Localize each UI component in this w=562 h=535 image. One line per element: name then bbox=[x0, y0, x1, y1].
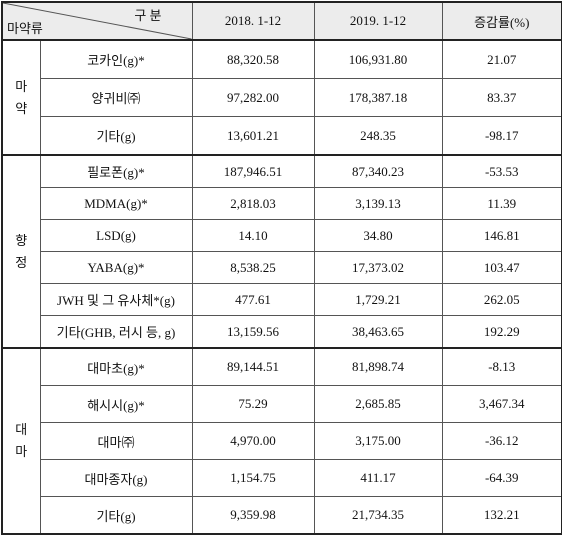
item: 대마종자(g) bbox=[39, 459, 193, 497]
value-2018: 4,970.00 bbox=[191, 422, 315, 460]
value-2019: 34.80 bbox=[313, 219, 443, 252]
group-label: 대마 bbox=[15, 422, 28, 459]
change-rate: 83.37 bbox=[441, 78, 562, 117]
change-rate: 192.29 bbox=[441, 315, 562, 349]
diagonal bbox=[3, 3, 192, 39]
column-header: 2018. 1-12 bbox=[191, 1, 315, 41]
change-rate: 3,467.34 bbox=[441, 385, 562, 423]
table-row: 마약 코카인(g)* 88,320.58 106,931.80 21.07 bbox=[1, 39, 562, 156]
table-row: 대마종자(g) 1,154.75 411.17 -64.39 bbox=[2, 459, 562, 497]
change-rate: -98.17 bbox=[441, 116, 562, 156]
corner-cell: 구 분 마약류 bbox=[1, 1, 193, 41]
value-2019: 411.17 bbox=[313, 459, 443, 497]
value-2019: 248.35 bbox=[313, 116, 443, 156]
value-2018: 8,538.25 bbox=[191, 251, 315, 284]
value-2018: 13,601.21 bbox=[191, 116, 315, 156]
change-rate: -53.53 bbox=[441, 154, 562, 188]
item: 코카인(g)* bbox=[39, 39, 193, 79]
table-row: 양귀비㈜ 97,282.00 178,387.18 83.37 bbox=[2, 78, 562, 117]
change-rate: -8.13 bbox=[441, 347, 562, 386]
item: 기타(g) bbox=[39, 496, 193, 535]
item: LSD(g) bbox=[39, 219, 193, 252]
table-row: 향정 필로폰(g)* 187,946.51 87,340.23 -53.53 bbox=[1, 154, 562, 349]
column-header: 증감률(%) bbox=[441, 1, 562, 41]
value-2019: 17,373.02 bbox=[313, 251, 443, 284]
table-row: 대마㈜ 4,970.00 3,175.00 -36.12 bbox=[2, 422, 562, 460]
value-2018: 14.10 bbox=[191, 219, 315, 252]
value-2019: 106,931.80 bbox=[313, 39, 443, 79]
item: JWH 및 그 유사체*(g) bbox=[39, 283, 193, 316]
group-cell: 마약 bbox=[1, 39, 41, 156]
change-rate: 132.21 bbox=[441, 496, 562, 535]
value-2018: 89,144.51 bbox=[191, 347, 315, 386]
item: 해시시(g)* bbox=[39, 385, 193, 423]
table-row: 기타(g) 9,359.98 21,734.35 132.21 bbox=[2, 496, 562, 535]
table-body: 마약 코카인(g)* 88,320.58 106,931.80 21.07 양귀비㈜ 97,… bbox=[1, 39, 562, 535]
item: 필로폰(g)* bbox=[39, 154, 193, 188]
value-2018: 9,359.98 bbox=[191, 496, 315, 535]
table-row: LSD(g) 14.10 34.80 146.81 bbox=[2, 219, 562, 252]
column-header: 2019. 1-12 bbox=[313, 1, 443, 41]
value-2018: 88,320.58 bbox=[191, 39, 315, 79]
value-2018: 2,818.03 bbox=[191, 187, 315, 220]
change-rate: 262.05 bbox=[441, 283, 562, 316]
table-row: JWH 및 그 유사체*(g) 477.61 1,729.21 262.05 bbox=[2, 283, 562, 316]
corner-bottom: 마약류 bbox=[7, 21, 43, 36]
value-2018: 75.29 bbox=[191, 385, 315, 423]
change-rate: 21.07 bbox=[441, 39, 562, 79]
value-2018: 97,282.00 bbox=[191, 78, 315, 117]
group-cell: 대마 bbox=[1, 347, 41, 535]
table-row: MDMA(g)* 2,818.03 3,139.13 11.39 bbox=[2, 187, 562, 220]
value-2019: 3,175.00 bbox=[313, 422, 443, 460]
table-row: YABA(g)* 8,538.25 17,373.02 103.47 bbox=[2, 251, 562, 284]
change-rate: 11.39 bbox=[441, 187, 562, 220]
item: 대마초(g)* bbox=[39, 347, 193, 386]
group-label: 향정 bbox=[15, 232, 28, 270]
change-rate: -36.12 bbox=[441, 422, 562, 460]
value-2019: 87,340.23 bbox=[313, 154, 443, 188]
item: 대마㈜ bbox=[39, 422, 193, 460]
change-rate: 103.47 bbox=[441, 251, 562, 284]
value-2018: 13,159.56 bbox=[191, 315, 315, 349]
table-row: 해시시(g)* 75.29 2,685.85 3,467.34 bbox=[2, 385, 562, 423]
change-rate: -64.39 bbox=[441, 459, 562, 497]
group-cell: 향정 bbox=[1, 154, 41, 349]
table-row: 기타(g) 13,601.21 248.35 -98.17 bbox=[2, 116, 562, 156]
table-row: 기타(GHB, 러시 등, g) 13,159.56 38,463.65 192.29 bbox=[2, 315, 562, 349]
value-2019: 81,898.74 bbox=[313, 347, 443, 386]
value-2018: 187,946.51 bbox=[191, 154, 315, 188]
item: 양귀비㈜ bbox=[39, 78, 193, 117]
value-2018: 477.61 bbox=[191, 283, 315, 316]
value-2019: 2,685.85 bbox=[313, 385, 443, 423]
item: YABA(g)* bbox=[39, 251, 193, 284]
value-2019: 178,387.18 bbox=[313, 78, 443, 117]
item: 기타(GHB, 러시 등, g) bbox=[39, 315, 193, 349]
value-2019: 3,139.13 bbox=[313, 187, 443, 220]
value-2019: 21,734.35 bbox=[313, 496, 443, 535]
change-rate: 146.81 bbox=[441, 219, 562, 252]
item: MDMA(g)* bbox=[39, 187, 193, 220]
item: 기타(g) bbox=[39, 116, 193, 156]
header-row: 구 분 마약류 2018. 1-12 2019. 1-12 증감률(%) bbox=[1, 1, 562, 41]
value-2019: 38,463.65 bbox=[313, 315, 443, 349]
table-row: 대마 대마초(g)* 89,144.51 81,898.74 -8.13 bbox=[1, 347, 562, 535]
group-label: 마약 bbox=[15, 78, 28, 116]
value-2018: 1,154.75 bbox=[191, 459, 315, 497]
value-2019: 1,729.21 bbox=[313, 283, 443, 316]
corner-top: 구 분 bbox=[134, 8, 162, 23]
